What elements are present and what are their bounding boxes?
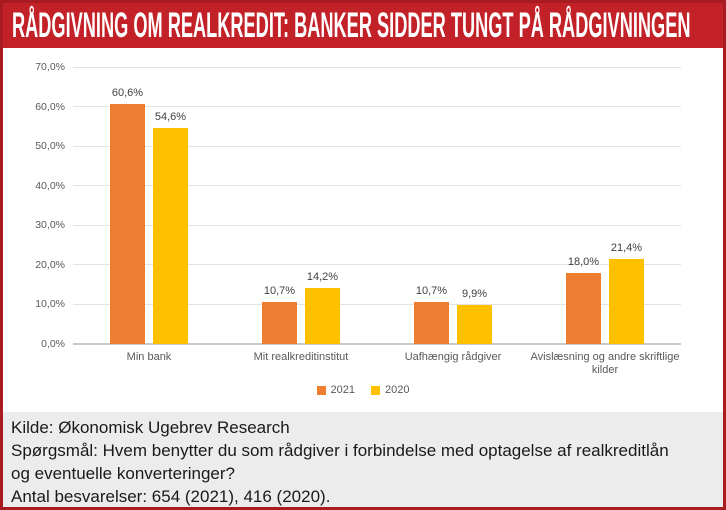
bar-2021-1 [110,104,145,344]
bar-2021-3 [414,301,449,344]
gridline-60 [73,106,681,108]
bar-2020-2 [305,287,340,344]
y-axis-tick-0: 0,0% [41,338,65,350]
legend-label-2020: 2020 [385,384,410,396]
legend-item-2020: 2020 [371,384,409,396]
bar-value-label-2020-2: 14,2% [306,270,339,283]
legend-item-2021: 2021 [316,384,355,396]
x-axis-line [73,343,681,345]
gridline-50 [73,145,681,147]
legend-label-2021: 2021 [330,384,355,396]
y-axis-tick-10: 10,0% [35,298,65,311]
bar-value-label-2021-4: 18,0% [567,255,600,268]
legend-swatch-2021 [316,385,326,395]
bar-value-label-2021-2: 10,7% [263,284,296,297]
bar-value-label-2020-3: 9,9% [461,287,488,300]
bar-value-label-2020-1: 54,6% [154,110,187,123]
bar-2020-3 [457,304,492,344]
respondents-note: Antal besvarelser: 654 (2021), 416 (2020… [11,487,331,506]
gridline-40 [73,185,681,187]
gridline-30 [73,224,681,226]
page-title: RÅDGIVNING OM REALKREDIT: BANKER SIDDER … [12,5,691,45]
legend: 2021 2020 [3,384,723,396]
survey-question: Spørgsmål: Hvem benytter du som rådgiver… [11,441,669,483]
header-banner: RÅDGIVNING OM REALKREDIT: BANKER SIDDER … [3,3,723,48]
bar-2021-2 [262,301,297,344]
source-note: Kilde: Økonomisk Ugebrev Research [11,418,290,437]
x-category-1: Min bank [126,351,172,363]
gridline-10 [73,303,681,305]
bar-value-label-2021-1: 60,6% [111,87,144,100]
x-category-3: Uafhængig rådgiver [404,351,502,363]
footer-notes: Kilde: Økonomisk Ugebrev Research Spørgs… [3,412,723,507]
chart-area: 0,0% 10,0% 20,0% 30,0% 40,0% 50,0% 60,0% 70,0% 6… [3,48,723,412]
y-axis-tick-70: 70,0% [35,61,65,73]
y-axis-tick-20: 20,0% [35,258,65,271]
legend-swatch-2020 [371,385,380,395]
y-axis-tick-30: 30,0% [35,219,65,232]
bar-value-label-2021-3: 10,7% [415,284,448,297]
y-axis-tick-50: 50,0% [35,140,65,153]
x-category-2: Mit realkreditinstitut [253,351,349,363]
bar-2021-4 [566,272,601,344]
gridline-70 [73,66,681,68]
gridline-20 [73,264,681,266]
y-axis-tick-60: 60,0% [35,100,65,113]
bar-2020-4 [609,259,644,344]
bar-2020-1 [153,127,188,344]
bar-value-label-2020-4: 21,4% [610,242,643,255]
y-axis-tick-40: 40,0% [35,179,65,192]
x-category-4: Avislæsning og andre skriftlige kilder [530,351,680,376]
